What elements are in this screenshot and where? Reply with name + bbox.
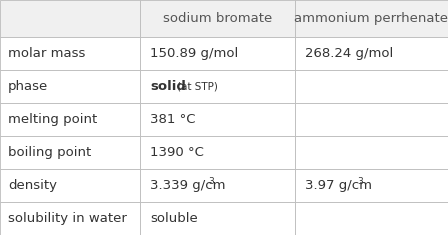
Bar (140, 37, 295, 70)
Bar (295, 70, 448, 103)
Text: 3.97 g/cm: 3.97 g/cm (305, 179, 372, 192)
Text: density: density (8, 179, 57, 192)
Bar (140, 0, 295, 37)
Bar (0, 70, 140, 103)
Text: sodium bromate: sodium bromate (163, 12, 272, 25)
Text: molar mass: molar mass (8, 47, 86, 60)
Bar (295, 0, 448, 37)
Text: 1390 °C: 1390 °C (150, 146, 204, 159)
Text: 150.89 g/mol: 150.89 g/mol (150, 47, 238, 60)
Bar (140, 136, 295, 169)
Bar (295, 103, 448, 136)
Text: boiling point: boiling point (8, 146, 91, 159)
Text: 3: 3 (357, 177, 363, 186)
Text: 3.339 g/cm: 3.339 g/cm (150, 179, 225, 192)
Text: 381 °C: 381 °C (150, 113, 195, 126)
Bar (295, 37, 448, 70)
Bar (0, 103, 140, 136)
Text: 3: 3 (208, 177, 214, 186)
Text: soluble: soluble (150, 212, 198, 225)
Bar (140, 169, 295, 202)
Bar (140, 70, 295, 103)
Bar (295, 136, 448, 169)
Bar (0, 136, 140, 169)
Text: melting point: melting point (8, 113, 97, 126)
Bar (0, 37, 140, 70)
Text: solubility in water: solubility in water (8, 212, 127, 225)
Bar (0, 0, 140, 37)
Text: ammonium perrhenate: ammonium perrhenate (294, 12, 448, 25)
Text: 268.24 g/mol: 268.24 g/mol (305, 47, 393, 60)
Bar (0, 202, 140, 235)
Bar (295, 169, 448, 202)
Text: solid: solid (150, 80, 186, 93)
Bar (0, 169, 140, 202)
Bar (140, 103, 295, 136)
Bar (295, 202, 448, 235)
Text: (at STP): (at STP) (177, 81, 218, 91)
Text: phase: phase (8, 80, 48, 93)
Bar (140, 202, 295, 235)
